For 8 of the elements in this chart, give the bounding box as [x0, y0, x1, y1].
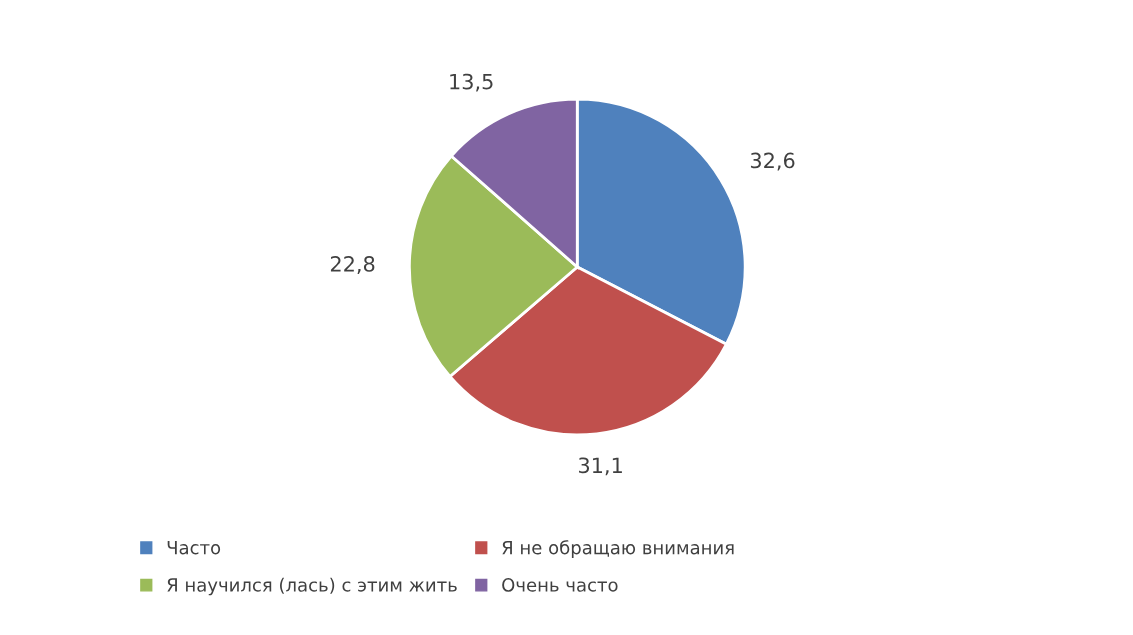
data-label: 31,1	[579, 457, 622, 476]
legend-label: Часто	[167, 540, 221, 555]
legend-label: Очень часто	[502, 578, 618, 592]
data-label: 13,5	[450, 73, 493, 92]
legend-label: Я научился (лась) с этим жить	[167, 577, 457, 596]
legend-label: Я не обращаю внимания	[502, 540, 734, 558]
data-label: 22,8	[330, 256, 375, 274]
data-label: 32,6	[750, 152, 795, 171]
